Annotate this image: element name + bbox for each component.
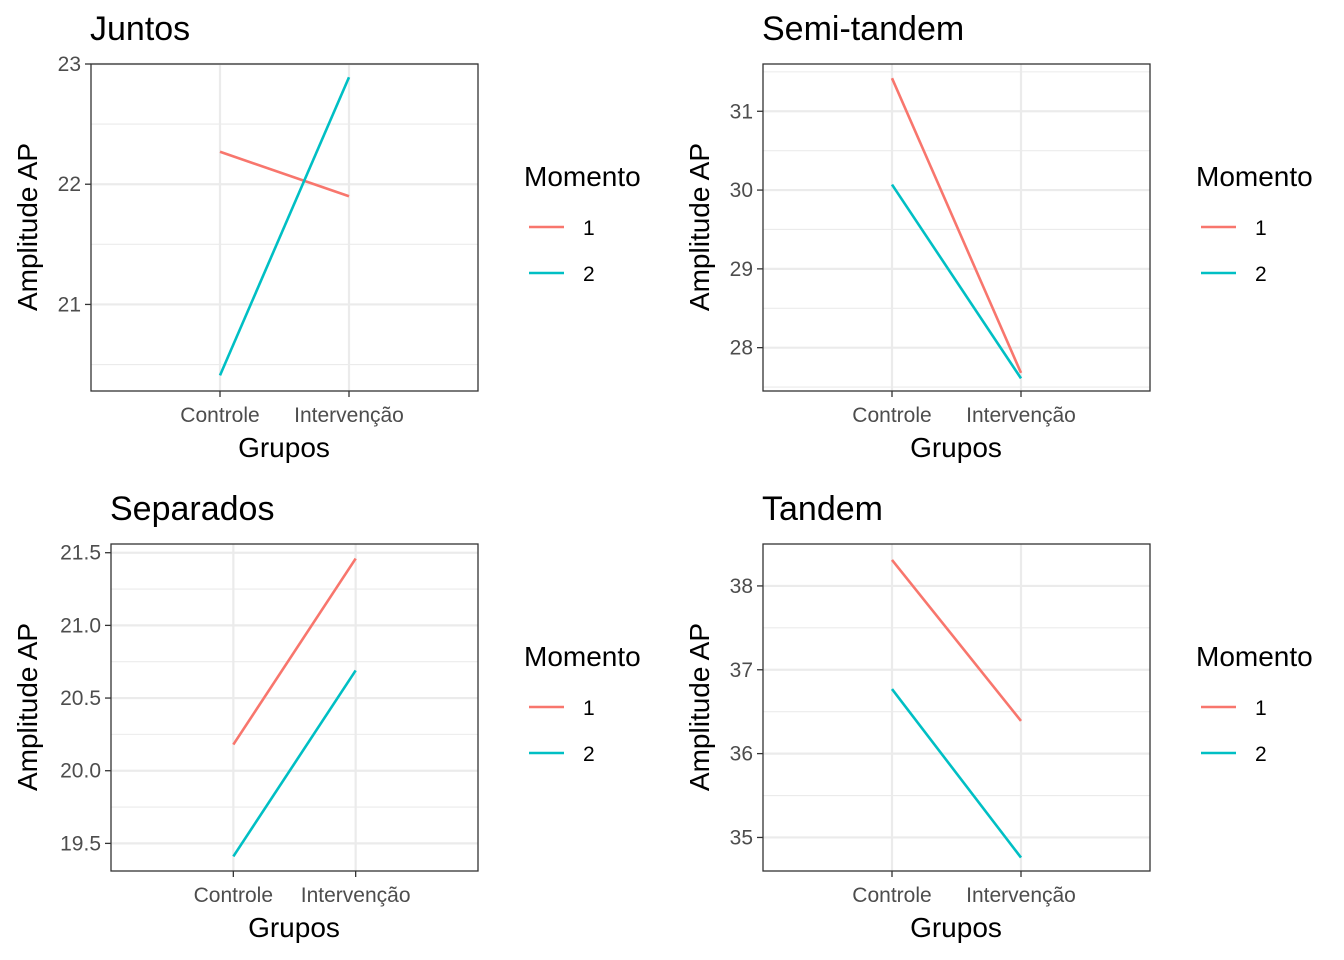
- series-line-momento-1: [890, 77, 1023, 374]
- legend-label: 2: [1255, 743, 1267, 766]
- y-tick-label: 36: [730, 743, 753, 766]
- legend: Momento 1 2: [524, 161, 641, 286]
- x-tick-label: Controle: [852, 404, 931, 427]
- panel-border: [762, 543, 1151, 872]
- panel-background: [111, 544, 478, 871]
- y-tick-label: 31: [730, 100, 753, 123]
- y-tick-label: 28: [730, 337, 753, 360]
- legend: Momento 1 2: [1196, 641, 1313, 766]
- series-line-momento-1: [232, 557, 357, 746]
- y-axis-title: Amplitude AP: [12, 143, 43, 311]
- x-tick-label: Intervenção: [966, 404, 1076, 427]
- legend-label: 1: [1255, 697, 1267, 720]
- y-tick-label: 23: [58, 53, 81, 76]
- legend-title: Momento: [1196, 161, 1313, 192]
- x-axis-title: Grupos: [910, 912, 1002, 943]
- series-line-momento-1: [219, 150, 350, 198]
- panel-border: [90, 63, 479, 392]
- legend-title: Momento: [524, 161, 641, 192]
- panel-title: Separados: [110, 490, 274, 528]
- chart-panel-2: 28 29 30 31 Controle Intervenção Semi-tandem Gr…: [684, 10, 1313, 463]
- chart-panel-3: 19.5 20.0 20.5 21.0 21.5 Controle Intervenção S…: [12, 490, 641, 943]
- y-tick-label: 21: [58, 293, 81, 316]
- y-axis-title: Amplitude AP: [684, 143, 715, 311]
- y-tick-label: 37: [730, 659, 753, 682]
- x-tick-label: Controle: [194, 884, 273, 907]
- series-line-momento-2: [890, 688, 1023, 859]
- y-tick-label: 20.0: [60, 760, 101, 783]
- x-axis-title: Grupos: [910, 432, 1002, 463]
- legend-title: Momento: [524, 641, 641, 672]
- panel-border: [110, 543, 479, 872]
- series-line-momento-1: [890, 559, 1023, 722]
- legend-label: 2: [1255, 263, 1267, 286]
- y-tick-label: 29: [730, 258, 753, 281]
- panel-title: Semi-tandem: [762, 10, 964, 48]
- panel-title: Tandem: [762, 490, 883, 528]
- y-axis-title: Amplitude AP: [684, 623, 715, 791]
- series-line-momento-2: [232, 669, 357, 858]
- x-tick-label: Intervenção: [294, 404, 404, 427]
- y-tick-label: 35: [730, 826, 753, 849]
- legend: Momento 1 2: [1196, 161, 1313, 286]
- x-tick-label: Controle: [180, 404, 259, 427]
- chart-panel-4: 35 36 37 38 Controle Intervenção Tandem Grupos A…: [684, 490, 1313, 943]
- panel-background: [763, 544, 1150, 871]
- legend-label: 1: [583, 217, 595, 240]
- panel-border: [762, 63, 1151, 392]
- y-tick-label: 21.0: [60, 614, 101, 637]
- panel-title: Juntos: [90, 10, 190, 48]
- legend-label: 2: [583, 743, 595, 766]
- series-line-momento-2: [890, 183, 1023, 380]
- y-tick-label: 30: [730, 179, 753, 202]
- y-tick-label: 19.5: [60, 832, 101, 855]
- x-axis-title: Grupos: [248, 912, 340, 943]
- series-line-momento-2: [218, 76, 351, 376]
- x-axis-title: Grupos: [238, 432, 330, 463]
- x-tick-label: Controle: [852, 884, 931, 907]
- y-tick-label: 22: [58, 173, 81, 196]
- legend-title: Momento: [1196, 641, 1313, 672]
- x-tick-label: Intervenção: [301, 884, 411, 907]
- y-tick-label: 20.5: [60, 687, 101, 710]
- legend-label: 2: [583, 263, 595, 286]
- x-tick-label: Intervenção: [966, 884, 1076, 907]
- y-tick-label: 21.5: [60, 542, 101, 565]
- legend: Momento 1 2: [524, 641, 641, 766]
- y-tick-label: 38: [730, 575, 753, 598]
- legend-label: 1: [1255, 217, 1267, 240]
- legend-label: 1: [583, 697, 595, 720]
- y-axis-title: Amplitude AP: [12, 623, 43, 791]
